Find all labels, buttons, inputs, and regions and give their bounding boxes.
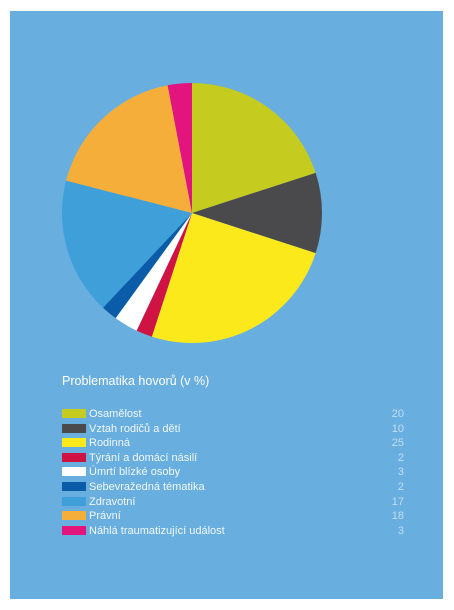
legend-swatch: [62, 423, 86, 433]
pie-chart: [61, 83, 323, 344]
legend-item: Rodinná 25: [62, 436, 404, 451]
pie-slice-2: [192, 172, 323, 254]
legend-value: 20: [391, 408, 404, 420]
legend-value: 2: [397, 480, 404, 493]
pie-slice-4: [136, 213, 192, 337]
legend-swatch: [62, 511, 86, 521]
legend-item: Právní 18: [62, 509, 404, 524]
pie-slice-3: [151, 213, 316, 344]
chart-panel: Problematika hovorů (v %) Osamělost 20 Vzt…: [10, 11, 443, 599]
pie-slice-5: [115, 213, 192, 331]
legend-label: Náhlá traumatizující událost: [89, 524, 225, 537]
legend-value: 10: [391, 422, 404, 435]
legend-swatch: [62, 525, 86, 535]
legend-swatch: [62, 467, 86, 477]
pie-slice-7: [61, 180, 192, 308]
legend: Osamělost 20 Vztah rodičů a dětí 10 Rodinná 2…: [62, 407, 404, 538]
legend-value: 3: [397, 524, 404, 537]
legend-item: Týrání a domácí násilí 2: [62, 451, 404, 466]
legend-item: Zdravotní 17: [62, 495, 404, 510]
legend-value: 3: [397, 466, 404, 479]
legend-swatch: [62, 496, 86, 506]
chart-title: Problematika hovorů (v %): [62, 374, 210, 388]
pie-slice-1: [192, 83, 316, 213]
legend-label: Sebevražedná tématika: [89, 480, 205, 493]
pie-slice-9: [167, 83, 192, 213]
legend-item: Náhlá traumatizující událost 3: [62, 524, 404, 539]
legend-item: Úmrtí blízké osoby 3: [62, 465, 404, 480]
pie-slice-8: [66, 85, 192, 213]
legend-value: 17: [391, 495, 404, 508]
legend-label: Úmrtí blízké osoby: [89, 466, 181, 479]
legend-item: Sebevražedná tématika 2: [62, 480, 404, 495]
legend-swatch: [62, 481, 86, 491]
legend-label: Týrání a domácí násilí: [89, 451, 198, 464]
legend-swatch: [62, 409, 86, 418]
legend-item: Osamělost 20: [62, 407, 404, 422]
legend-label: Rodinná: [89, 437, 130, 450]
legend-label: Zdravotní: [89, 495, 136, 508]
legend-value: 18: [391, 510, 404, 523]
legend-item: Vztah rodičů a dětí 10: [62, 422, 404, 437]
legend-value: 25: [391, 437, 404, 450]
legend-label: Vztah rodičů a dětí: [89, 422, 181, 435]
legend-swatch: [62, 452, 86, 462]
pie-slice-6: [103, 213, 192, 319]
legend-value: 2: [397, 451, 404, 464]
legend-label: Osamělost: [89, 408, 142, 420]
legend-swatch: [62, 438, 86, 448]
legend-label: Právní: [89, 510, 121, 523]
